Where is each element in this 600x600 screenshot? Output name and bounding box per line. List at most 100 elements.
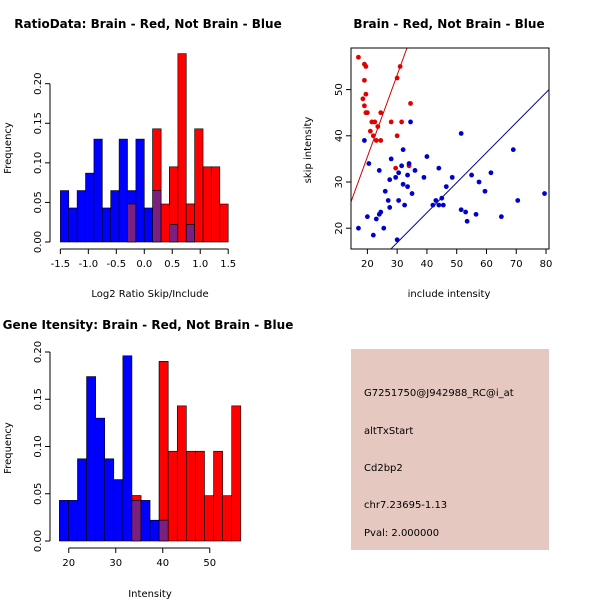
intensity-brain-bar bbox=[213, 450, 223, 542]
scatter-not-brain-point bbox=[476, 179, 482, 185]
scatter-y-tick-label: 40 bbox=[334, 129, 345, 142]
ratio-not-brain-bar bbox=[118, 138, 128, 243]
intensity-not-brain-bar bbox=[113, 479, 124, 542]
intensity-brain-bar bbox=[176, 405, 187, 542]
scatter-not-brain-point bbox=[510, 147, 516, 153]
scatter-not-brain-point bbox=[469, 172, 474, 178]
ratio-x-tick-label: 0.5 bbox=[164, 259, 180, 270]
ratio-x-tick-label: 1.5 bbox=[220, 259, 236, 270]
intensity-brain-bar bbox=[204, 495, 214, 542]
scatter-x-tick-label: 60 bbox=[480, 259, 493, 270]
ratio-y-tick-label: 0.15 bbox=[33, 112, 44, 134]
ratio-histogram-title: RatioData: Brain - Red, Not Brain - Blue bbox=[14, 17, 281, 31]
scatter-brain-point bbox=[378, 138, 384, 143]
intensity-bar-top bbox=[131, 495, 142, 501]
ratio-y-tick-label: 0.00 bbox=[33, 231, 44, 253]
ratio-not-brain-bar bbox=[60, 190, 70, 243]
scatter-xlabel: include intensity bbox=[408, 289, 491, 300]
ratio-bar-top bbox=[152, 128, 162, 191]
intensity-y-tick-label: 0.00 bbox=[33, 530, 44, 552]
ratio-brain-bar bbox=[211, 166, 221, 243]
info-panel: G7251750@J942988_RC@i_at altTxStart Cd2b… bbox=[351, 349, 549, 550]
info-panel-background bbox=[351, 349, 549, 550]
scatter-brain-point bbox=[364, 110, 370, 116]
ratio-overlap-bar bbox=[185, 224, 195, 243]
ratio-overlap-bar bbox=[152, 190, 162, 243]
ratio-y-tick-label: 0.20 bbox=[33, 73, 44, 95]
scatter-not-brain-point bbox=[409, 191, 415, 196]
scatter-brain-point bbox=[361, 77, 367, 83]
scatter-brain-point bbox=[394, 75, 400, 81]
intensity-y-tick-label: 0.15 bbox=[33, 388, 44, 410]
intensity-y-tick-label: 0.05 bbox=[33, 483, 44, 505]
intensity-brain-bar bbox=[167, 450, 178, 542]
intensity-histogram-panel: Gene Itensity: Brain - Red, Not Brain - … bbox=[3, 318, 294, 600]
scatter-brain-point bbox=[408, 101, 413, 106]
scatter-fit-line bbox=[390, 89, 549, 249]
intensity-x-tick-label: 40 bbox=[156, 558, 169, 569]
scatter-not-brain-point bbox=[482, 188, 488, 194]
scatter-not-brain-point bbox=[396, 170, 402, 176]
scatter-not-brain-point bbox=[430, 202, 436, 208]
scatter-not-brain-point bbox=[443, 184, 449, 190]
scatter-not-brain-point bbox=[421, 174, 427, 180]
info-pval: Pval: 2.000000 bbox=[364, 528, 439, 539]
intensity-histogram-plot: 20 30 40 50 0.00 0.05 0.10 0.15 0.20 bbox=[33, 341, 242, 569]
scatter-not-brain-point bbox=[387, 177, 393, 183]
scatter-panel: Brain - Red, Not Brain - Blue 20 30 40 50 60… bbox=[303, 17, 552, 300]
info-probe-id: G7251750@J942988_RC@i_at bbox=[364, 388, 514, 399]
intensity-y-tick-label: 0.10 bbox=[33, 435, 44, 457]
scatter-brain-point bbox=[378, 110, 384, 116]
ratio-histogram-xlabel: Log2 Ratio Skip/Include bbox=[91, 289, 208, 300]
scatter-not-brain-point bbox=[356, 225, 361, 231]
ratio-x-tick-label: -1.0 bbox=[79, 259, 99, 270]
intensity-not-brain-bar bbox=[77, 458, 87, 542]
intensity-brain-bar bbox=[195, 450, 205, 542]
scatter-not-brain-point bbox=[542, 191, 547, 196]
scatter-x-tick-label: 40 bbox=[421, 259, 434, 270]
scatter-not-brain-point bbox=[436, 202, 442, 208]
scatter-brain-point bbox=[372, 119, 378, 125]
scatter-not-brain-point bbox=[440, 202, 446, 208]
scatter-not-brain-point bbox=[366, 161, 372, 166]
intensity-not-brain-bar bbox=[149, 519, 160, 542]
scatter-not-brain-point bbox=[382, 188, 388, 194]
ratio-x-tick-label: 0.0 bbox=[136, 259, 152, 270]
scatter-not-brain-point bbox=[408, 119, 413, 125]
scatter-plot: 20 30 40 50 60 70 80 20 30 40 50 bbox=[334, 47, 552, 270]
scatter-not-brain-point bbox=[399, 163, 405, 169]
ratio-histogram-plot: -1.5 -1.0 -0.5 0.0 0.5 1.0 1.5 0.00 0.05 0.10 0.15… bbox=[33, 53, 236, 270]
scatter-brain-point bbox=[397, 64, 403, 69]
scatter-brain-point bbox=[394, 133, 400, 139]
intensity-histogram-title: Gene Itensity: Brain - Red, Not Brain - … bbox=[3, 318, 294, 332]
scatter-brain-point bbox=[370, 133, 376, 139]
scatter-ylabel: skip intensity bbox=[303, 117, 314, 184]
scatter-y-tick-label: 50 bbox=[334, 83, 345, 96]
scatter-not-brain-point bbox=[498, 214, 504, 220]
scatter-brain-point bbox=[375, 124, 381, 129]
scatter-not-brain-point bbox=[405, 172, 410, 178]
scatter-not-brain-point bbox=[364, 214, 370, 220]
scatter-x-tick-label: 70 bbox=[510, 259, 523, 270]
scatter-brain-point bbox=[360, 96, 366, 102]
scatter-x-tick-label: 20 bbox=[361, 259, 374, 270]
ratio-x-tick-label: -1.5 bbox=[51, 259, 71, 270]
intensity-brain-bar bbox=[231, 405, 242, 542]
intensity-overlap-bar bbox=[158, 519, 169, 542]
scatter-not-brain-point bbox=[458, 207, 464, 213]
intensity-x-tick-label: 50 bbox=[203, 558, 216, 569]
intensity-bar-top bbox=[158, 361, 169, 521]
intensity-y-tick-label: 0.20 bbox=[33, 341, 44, 363]
scatter-not-brain-point bbox=[396, 198, 402, 203]
ratio-brain-bar bbox=[160, 203, 170, 243]
ratio-brain-bar bbox=[194, 128, 204, 243]
scatter-x-tick-label: 50 bbox=[450, 259, 463, 270]
scatter-not-brain-point bbox=[370, 232, 376, 238]
intensity-not-brain-bar bbox=[59, 500, 69, 542]
scatter-not-brain-point bbox=[400, 147, 406, 153]
scatter-not-brain-point bbox=[381, 225, 387, 231]
ratio-brain-bar bbox=[202, 166, 212, 243]
scatter-not-brain-point bbox=[473, 211, 479, 217]
scatter-not-brain-point bbox=[458, 131, 464, 136]
